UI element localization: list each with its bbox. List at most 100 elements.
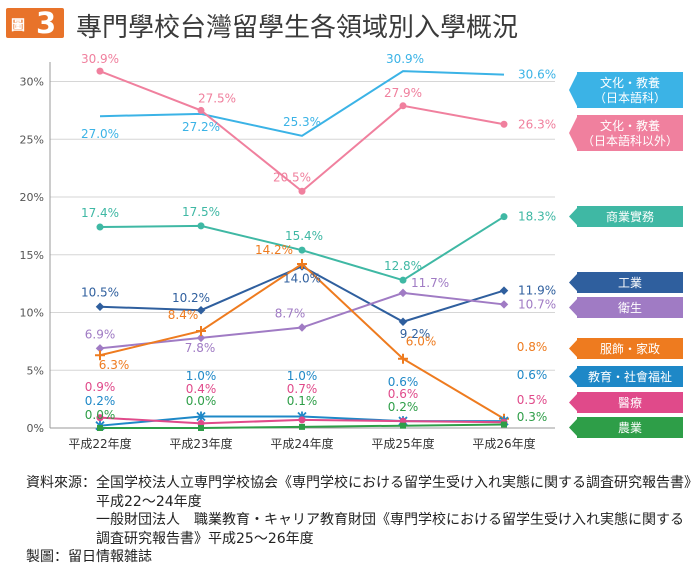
data-point xyxy=(198,425,204,431)
data-point xyxy=(299,423,305,430)
data-point xyxy=(196,333,206,343)
data-label: 27.9% xyxy=(384,86,422,100)
data-label: 0.6% xyxy=(388,375,419,389)
x-tick-label: 平成22年度 xyxy=(68,436,131,451)
source-line-2: 一般財団法人 職業教育・キャリア教育財団《専門学校における留学生受け入れ実態に関… xyxy=(96,512,684,547)
legend-label: 農業 xyxy=(618,421,642,435)
data-label: 1.0% xyxy=(186,369,217,383)
data-point xyxy=(196,411,206,422)
y-tick-label: 10% xyxy=(20,307,44,320)
data-label: 0.2% xyxy=(388,400,419,414)
source-label: 資料來源： xyxy=(26,475,96,491)
data-point xyxy=(196,305,206,315)
data-label: 0.9% xyxy=(85,380,116,394)
source-row: 資料來源： 全国学校法人立専門学校協会《専門学校における留学生受け入れ実態に関す… xyxy=(26,474,694,548)
data-label: 10.5% xyxy=(81,286,119,300)
data-point xyxy=(500,213,508,221)
data-point xyxy=(197,222,205,230)
data-label: 27.0% xyxy=(81,127,119,141)
data-label: 6.9% xyxy=(85,327,116,341)
data-label: 0.7% xyxy=(287,382,318,396)
source-body: 全国学校法人立専門学校協会《専門学校における留学生受け入れ実態に関する調査研究報… xyxy=(96,474,694,548)
data-point xyxy=(96,414,104,422)
data-point xyxy=(400,422,406,429)
data-label: 12.8% xyxy=(384,259,422,273)
legend-label: （日本語科） xyxy=(594,90,666,105)
legend-tag xyxy=(569,338,683,359)
chart-title: 專門學校台灣留學生各領域別入學概況 xyxy=(76,13,519,43)
data-point xyxy=(298,246,306,254)
data-label: 6.3% xyxy=(99,358,130,372)
legend-tag xyxy=(569,366,683,387)
x-tick-label: 平成23年度 xyxy=(169,436,232,451)
y-tick-label: 15% xyxy=(20,249,44,262)
legend-tag xyxy=(569,392,683,413)
data-label: 0.0% xyxy=(85,408,116,422)
legend-label: （日本語科以外） xyxy=(582,133,678,148)
figure-number: 3 xyxy=(36,6,57,40)
figure-badge: 圖 3 xyxy=(6,6,64,40)
legend-tag xyxy=(569,206,683,227)
data-point xyxy=(96,67,104,75)
data-label: 9.2% xyxy=(400,327,431,341)
data-label: 30.9% xyxy=(386,52,424,66)
data-label: 27.5% xyxy=(198,91,236,105)
legend-label: 文化・教養 xyxy=(600,75,660,90)
data-label: 0.6% xyxy=(388,387,419,401)
data-label: 0.6% xyxy=(517,368,548,382)
producer-name: 留日情報雑誌 xyxy=(68,549,152,565)
series-line xyxy=(99,70,505,137)
producer-label: 製圖： xyxy=(26,549,68,565)
legend-label: 教育・社會福祉 xyxy=(588,369,672,384)
data-label: 0.1% xyxy=(287,394,318,408)
data-label: 0.0% xyxy=(186,394,217,408)
data-point xyxy=(499,286,509,295)
data-point xyxy=(97,425,103,431)
data-label: 8.7% xyxy=(275,307,306,321)
data-label: 17.5% xyxy=(182,205,220,219)
data-label: 7.8% xyxy=(185,341,216,355)
data-point xyxy=(196,325,206,336)
data-label: 8.4% xyxy=(168,308,199,322)
legend-tag xyxy=(569,115,683,151)
data-point xyxy=(398,317,408,326)
legend-label: 醫療 xyxy=(618,396,642,410)
data-point xyxy=(501,421,507,428)
y-tick-label: 5% xyxy=(27,364,44,377)
figure-header: 圖 3 專門學校台灣留學生各領域別入學概況 xyxy=(6,4,696,43)
data-label: 0.4% xyxy=(186,382,217,396)
y-tick-label: 25% xyxy=(20,133,44,146)
data-label: 10.7% xyxy=(518,297,556,311)
producer-row: 製圖： 留日情報雑誌 xyxy=(26,548,694,567)
legend-label: 文化・教養 xyxy=(600,118,660,133)
y-tick-label: 0% xyxy=(27,422,44,435)
y-tick-label: 20% xyxy=(20,191,44,204)
data-point xyxy=(398,288,408,298)
data-point xyxy=(499,300,509,309)
data-point xyxy=(399,102,407,110)
legend-label: 衛生 xyxy=(618,301,642,315)
source-line-1: 全国学校法人立専門学校協会《専門学校における留学生受け入れ実態に関する調査研究報… xyxy=(96,475,691,510)
data-point xyxy=(298,416,306,424)
data-label: 1.0% xyxy=(287,369,318,383)
y-tick-label: 30% xyxy=(20,76,44,89)
data-label: 0.2% xyxy=(85,394,116,408)
data-label: 11.7% xyxy=(411,276,449,290)
data-label: 14.2% xyxy=(255,243,293,257)
data-label: 26.3% xyxy=(518,117,556,131)
data-label: 30.6% xyxy=(518,68,556,82)
legend-tag xyxy=(569,417,683,438)
figure-label: 圖 xyxy=(11,18,25,34)
data-label: 15.4% xyxy=(285,229,323,243)
data-label: 11.9% xyxy=(518,284,556,298)
legend-tag xyxy=(569,72,683,108)
x-tick-label: 平成25年度 xyxy=(371,436,434,451)
data-label: 20.5% xyxy=(273,170,311,184)
data-point xyxy=(297,259,307,270)
data-label: 30.9% xyxy=(81,52,119,66)
data-point xyxy=(95,344,105,353)
data-label: 0.8% xyxy=(517,340,548,354)
data-point xyxy=(95,302,105,311)
data-point xyxy=(197,106,205,114)
data-label: 0.5% xyxy=(517,393,548,407)
